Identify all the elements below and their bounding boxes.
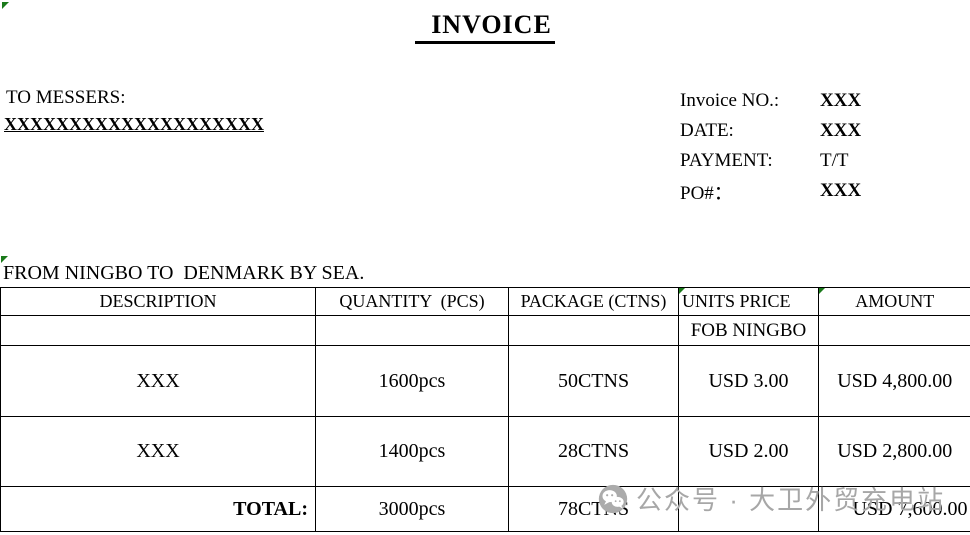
item-quantity: 1400pcs — [315, 416, 509, 487]
table-header-row: DESCRIPTION QUANTITY (PCS) PACKAGE (CTNS… — [0, 287, 970, 316]
header-amount: AMOUNT — [818, 287, 970, 316]
item-package: 50CTNS — [508, 345, 679, 417]
header-description: DESCRIPTION — [0, 287, 316, 316]
shipping-route: FROM NINGBO TO DENMARK BY SEA. — [3, 262, 365, 284]
excel-indicator-icon — [2, 2, 9, 9]
invoice-table: DESCRIPTION QUANTITY (PCS) PACKAGE (CTNS… — [0, 287, 970, 532]
header-amount-label: AMOUNT — [855, 291, 935, 311]
date-value: XXX — [820, 120, 862, 141]
meta-row-invoice-no: Invoice NO.: XXX — [680, 86, 970, 116]
subheader-package-cell — [508, 315, 679, 346]
invoice-no-value: XXX — [820, 90, 862, 111]
item-package: 28CTNS — [508, 416, 679, 487]
subheader-description-cell — [0, 315, 316, 346]
header-units-price-label: UNITS PRICE — [682, 291, 791, 311]
payment-label: PAYMENT: — [680, 150, 773, 171]
total-unit-price-cell — [678, 486, 819, 532]
meta-row-po: PO#： XXX — [680, 176, 970, 206]
to-messers-value: XXXXXXXXXXXXXXXXXXXX — [4, 114, 264, 134]
item-description: XXX — [0, 345, 316, 417]
payment-value: T/T — [820, 150, 849, 171]
invoice-meta: Invoice NO.: XXX DATE: XXX PAYMENT: T/T … — [680, 86, 970, 206]
meta-row-payment: PAYMENT: T/T — [680, 146, 970, 176]
excel-indicator-icon — [819, 288, 825, 294]
subheader-quantity-cell — [315, 315, 509, 346]
item-unit-price: USD 2.00 — [678, 416, 819, 487]
date-label: DATE: — [680, 120, 734, 141]
table-subheader-row: FOB NINGBO — [0, 315, 970, 346]
item-description: XXX — [0, 416, 316, 487]
invoice-no-label: Invoice NO.: — [680, 90, 780, 111]
table-total-row: TOTAL: 3000pcs 78CTNS USD 7,600.00 — [0, 486, 970, 532]
header-units-price: UNITS PRICE — [678, 287, 819, 316]
po-value: XXX — [820, 180, 862, 201]
po-label: PO#： — [680, 182, 733, 204]
excel-indicator-icon — [1, 256, 8, 263]
meta-row-date: DATE: XXX — [680, 116, 970, 146]
page-title: INVOICE — [415, 10, 555, 44]
table-row: XXX 1400pcs 28CTNS USD 2.00 USD 2,800.00 — [0, 416, 970, 487]
subheader-amount-cell — [818, 315, 970, 346]
header-quantity: QUANTITY (PCS) — [315, 287, 509, 316]
total-quantity: 3000pcs — [315, 486, 509, 532]
total-amount: USD 7,600.00 — [818, 486, 970, 532]
header-package: PACKAGE (CTNS) — [508, 287, 679, 316]
subheader-fob-cell: FOB NINGBO — [678, 315, 819, 346]
item-unit-price: USD 3.00 — [678, 345, 819, 417]
item-amount: USD 4,800.00 — [818, 345, 970, 417]
total-label: TOTAL: — [0, 486, 316, 532]
total-package: 78CTNS — [508, 486, 679, 532]
table-row: XXX 1600pcs 50CTNS USD 3.00 USD 4,800.00 — [0, 345, 970, 417]
excel-indicator-icon — [679, 288, 685, 294]
item-amount: USD 2,800.00 — [818, 416, 970, 487]
to-messers-label: TO MESSERS: — [6, 87, 126, 108]
item-quantity: 1600pcs — [315, 345, 509, 417]
title-row: INVOICE — [0, 10, 970, 44]
